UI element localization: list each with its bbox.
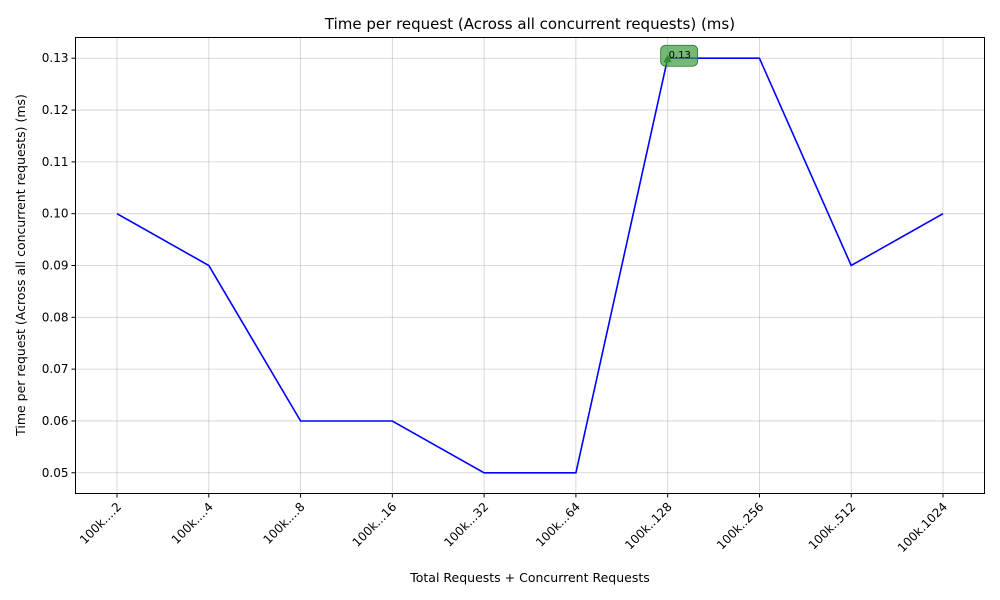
y-tick-label: 0.09 — [42, 259, 69, 273]
x-tick-label: 100k...64 — [533, 500, 583, 550]
series-line — [116, 57, 944, 474]
annotation-box — [660, 44, 699, 67]
x-axis-label: Total Requests + Concurrent Requests — [409, 570, 650, 585]
chart-title: Time per request (Across all concurrent … — [324, 15, 735, 33]
y-tick-label: 0.11 — [42, 155, 69, 169]
y-tick-label: 0.05 — [42, 466, 69, 480]
y-axis-label: Time per request (Across all concurrent … — [13, 94, 28, 437]
annotation-label: 0.13 — [669, 50, 691, 61]
y-tick-label: 0.13 — [42, 51, 69, 65]
y-axis-ticks: 0.05 0.06 0.07 0.08 0.09 0.10 0.11 0.12 0.13 — [42, 51, 76, 480]
x-tick-label: 100k..128 — [622, 500, 675, 553]
x-tick-label: 100k....4 — [169, 500, 216, 547]
y-tick-label: 0.06 — [42, 414, 69, 428]
y-tick-label: 0.07 — [42, 362, 69, 376]
y-tick-label: 0.12 — [42, 103, 69, 117]
x-tick-label: 100k...32 — [441, 500, 491, 550]
annotation: 0.13 — [660, 44, 699, 67]
x-tick-label: 100k..512 — [806, 500, 859, 553]
x-tick-label: 100k...16 — [350, 500, 400, 550]
x-axis-ticks: 100k....2 100k....4 100k....8 100k...16 100k… — [77, 493, 950, 555]
x-tick-label: 100k..256 — [714, 500, 767, 553]
grid — [75, 37, 985, 494]
x-tick-label: 100k.1024 — [895, 500, 950, 555]
y-tick-label: 0.08 — [42, 310, 69, 324]
y-tick-label: 0.10 — [42, 207, 69, 221]
x-tick-label: 100k....8 — [260, 500, 307, 547]
series — [116, 57, 944, 474]
x-tick-label: 100k....2 — [77, 500, 124, 547]
